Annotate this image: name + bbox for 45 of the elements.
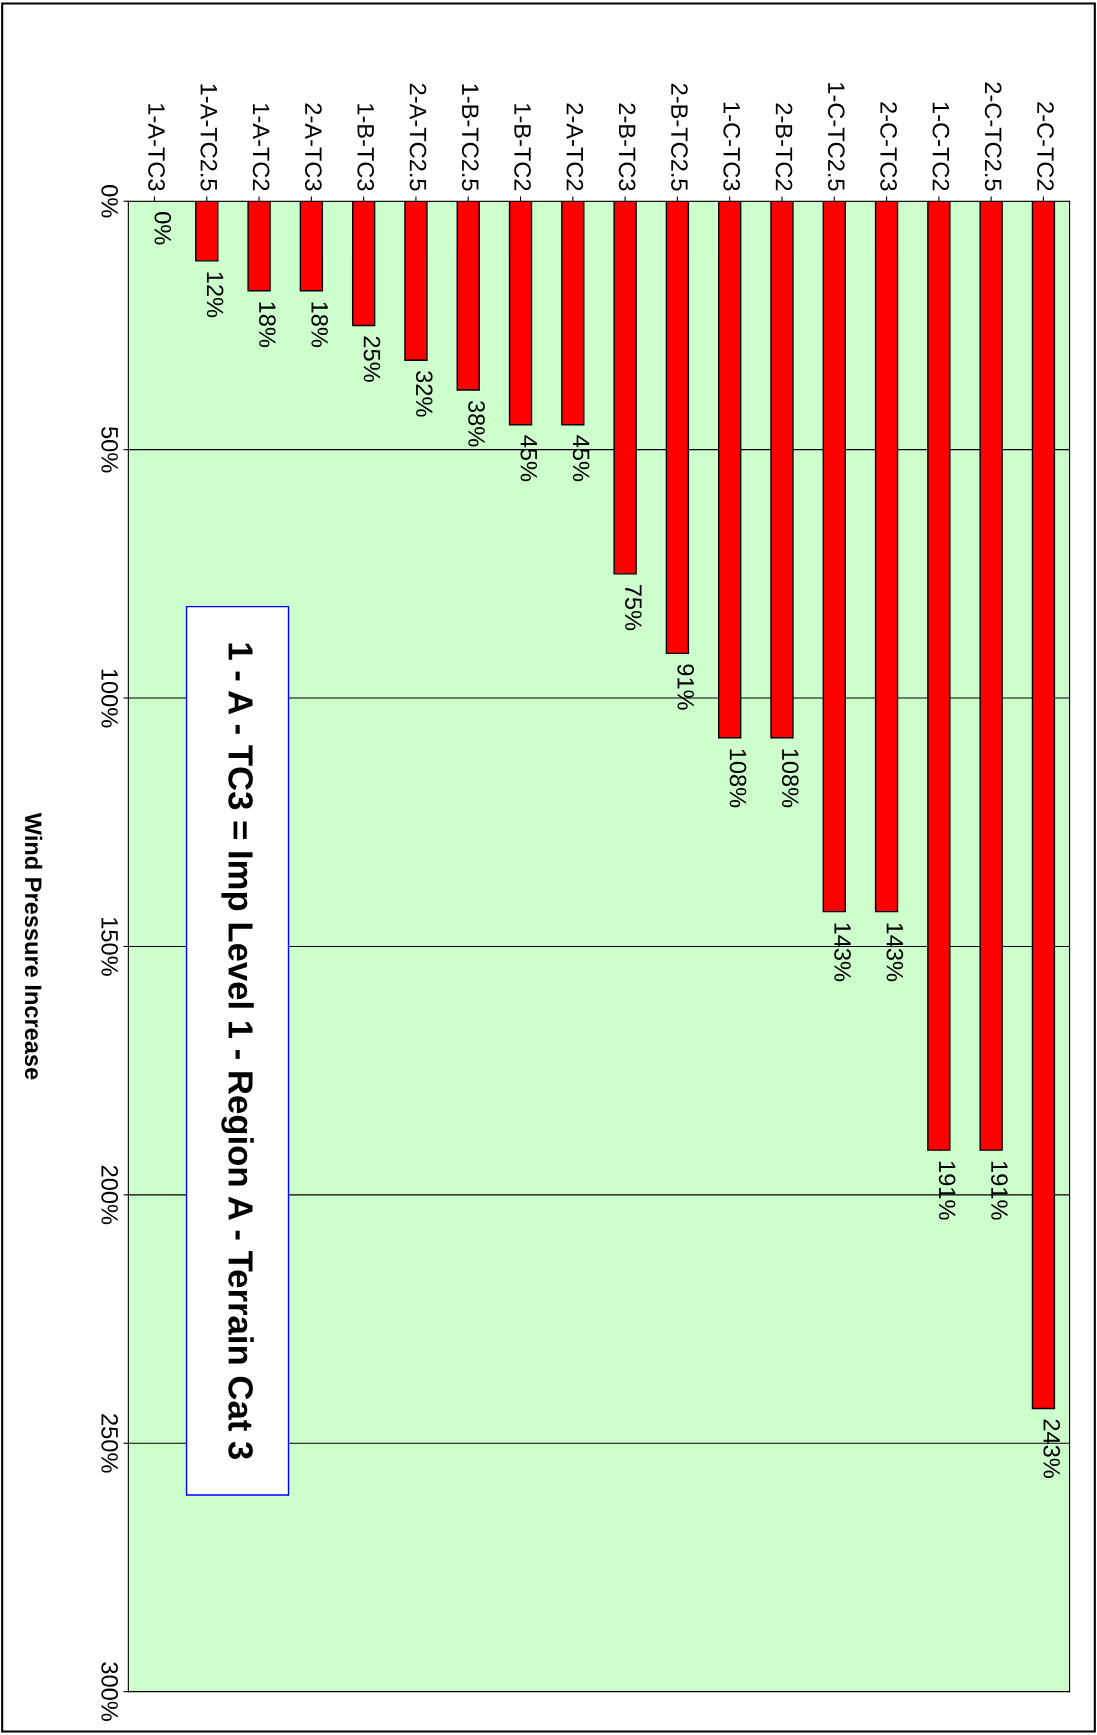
data-label: 91% [677,664,695,710]
data-label: 143% [886,923,904,982]
x-tick-label: 1-B-TC2.5 [461,84,479,191]
y-tick-label: 200% [101,1165,118,1225]
x-tick-label: 2-B-TC2.5 [671,83,688,191]
data-label: 18% [259,302,276,348]
y-axis-title: Wind Pressure Increase [24,812,43,1080]
y-tick-label: 250% [101,1414,118,1473]
x-tick-label: 2-B-TC2 [775,103,793,191]
data-label: 0% [154,212,172,245]
x-tick-label: 2-A-TC2 [566,103,584,191]
x-tick-label: 1-C-TC3 [723,102,741,191]
data-label: 191% [991,1161,1008,1220]
x-tick-label: 1-C-TC2.5 [827,83,845,191]
data-label: 75% [625,585,642,631]
x-tick-label: 2-A-TC3 [305,103,322,191]
x-tick-label: 2-C-TC3 [880,102,897,191]
x-tick-label: 2-A-TC2.5 [409,83,427,191]
data-label: 45% [572,435,590,482]
data-label: 108% [729,749,747,808]
x-tick-label: 2-C-TC2.5 [984,82,1002,191]
y-tick-label: 100% [101,669,118,728]
data-label: 12% [206,272,224,318]
y-tick-label: 300% [101,1662,118,1721]
data-label: 25% [363,336,381,382]
data-label: 32% [415,371,433,417]
data-label: 191% [938,1161,956,1220]
data-label: 243% [1043,1419,1061,1478]
x-tick-label: 2-C-TC2 [1037,102,1054,191]
data-label: 108% [781,749,799,808]
x-tick-label: 1-C-TC2 [932,102,950,191]
data-label: 143% [834,923,851,982]
y-tick-label: 50% [101,426,118,473]
data-label: 18% [311,302,329,348]
x-tick-label: 1-B-TC3 [357,104,375,191]
y-tick-label: 0% [101,185,118,218]
annotation: 1 - A - TC3 = Imp Level 1 - Region A - Terrain Cat 3 [221,643,254,1460]
x-tick-label: 1-A-TC3 [148,104,165,191]
x-tick-label: 1-A-TC2.5 [200,84,218,191]
data-label: 45% [520,435,538,482]
x-tick-label: 1-B-TC2 [514,104,531,191]
y-tick-label: 150% [101,918,118,976]
data-label: 38% [468,400,485,447]
x-tick-label: 2-B-TC3 [618,103,636,191]
x-tick-label: 1-A-TC2 [252,104,270,191]
